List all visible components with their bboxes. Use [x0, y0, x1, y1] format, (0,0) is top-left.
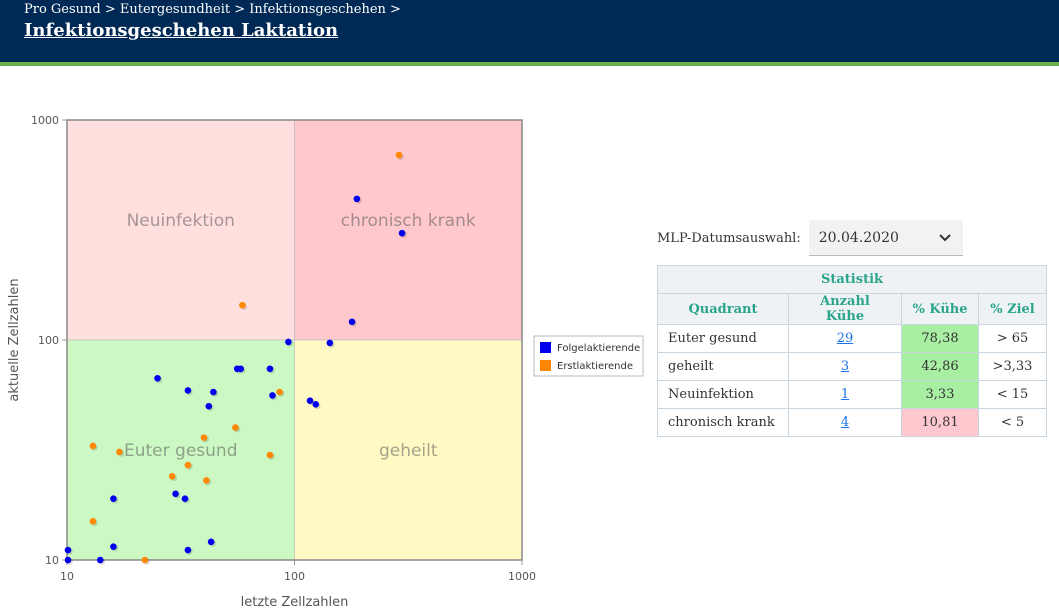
data-point	[154, 374, 161, 382]
data-point	[306, 397, 314, 404]
legend	[533, 335, 644, 377]
data-point	[276, 388, 283, 396]
header: Pro Gesund > Eutergesundheit > Infektion…	[0, 0, 1059, 66]
data-point	[395, 151, 403, 159]
y-tick-label: 100	[38, 334, 59, 347]
data-point	[184, 387, 192, 394]
target-cell: < 5	[978, 408, 1047, 437]
col-quadrant: Quadrant	[657, 293, 789, 325]
table-row: Euter gesund 29 78,38 > 65	[657, 324, 1047, 353]
x-tick-label: 1000	[508, 570, 536, 583]
data-point	[168, 473, 176, 480]
scatter-chart: Neuinfektion chronisch krank Euter gesund g…	[7, 114, 644, 610]
chevron-down-icon	[939, 230, 951, 246]
legend-label: Folgelaktierende	[557, 343, 640, 354]
page-title: Infektionsgeschehen Laktation	[24, 20, 339, 41]
target-cell: < 15	[978, 380, 1047, 409]
x-tick-label: 10	[60, 570, 74, 583]
data-point	[184, 461, 192, 469]
breadcrumb: Pro Gesund > Eutergesundheit > Infektion…	[24, 2, 401, 17]
quadrant-label: geheilt	[379, 441, 438, 461]
data-point	[285, 338, 292, 346]
data-point	[232, 424, 239, 431]
data-point	[269, 392, 276, 399]
data-point	[96, 556, 104, 564]
quadrant-cell: geheilt	[657, 352, 789, 381]
data-point	[266, 365, 274, 373]
quadrant-area	[66, 119, 295, 341]
data-point	[353, 195, 361, 203]
table-row: geheilt 3 42,86 >3,33	[657, 352, 1047, 381]
count-link[interactable]: 29	[836, 331, 854, 346]
table-title: Statistik	[657, 265, 1047, 294]
data-point	[239, 301, 246, 309]
legend-label: Erstlaktierende	[557, 361, 633, 372]
percent-cell: 42,86	[901, 352, 979, 381]
quadrant-label: chronisch krank	[341, 211, 476, 231]
x-tick-label: 100	[284, 570, 305, 583]
target-cell: >3,33	[978, 352, 1047, 381]
data-point	[200, 434, 208, 441]
percent-cell: 78,38	[901, 324, 979, 353]
x-axis-label: letzte Zellzahlen	[241, 595, 349, 610]
date-control: MLP-Datumsauswahl: 20.04.2020	[657, 220, 963, 256]
quadrant-cell: chronisch krank	[657, 408, 789, 437]
date-value: 20.04.2020	[818, 229, 899, 246]
data-point	[205, 402, 213, 410]
count-link[interactable]: 4	[840, 415, 850, 430]
y-tick-label: 10	[45, 554, 59, 567]
quadrant-cell: Neuinfektion	[657, 380, 789, 409]
legend-swatch	[540, 360, 551, 371]
data-point	[116, 448, 123, 456]
data-point	[312, 401, 320, 408]
legend-swatch	[540, 342, 551, 353]
data-point	[110, 543, 117, 550]
y-axis-label: aktuelle Zellzahlen	[7, 278, 22, 401]
quadrant-cell: Euter gesund	[657, 324, 789, 353]
data-point	[210, 388, 217, 396]
count-link[interactable]: 3	[840, 359, 850, 374]
data-point	[326, 339, 334, 347]
quadrant-area	[66, 339, 295, 561]
data-point	[172, 490, 179, 498]
data-point	[64, 556, 72, 564]
count-link[interactable]: 1	[840, 387, 850, 402]
data-point	[203, 477, 210, 484]
percent-cell: 10,81	[901, 408, 979, 437]
data-point	[89, 517, 97, 525]
y-tick-label: 1000	[31, 114, 59, 127]
col-target: % Ziel	[978, 293, 1047, 325]
data-point	[237, 365, 244, 373]
data-point	[89, 442, 97, 450]
col-percent: % Kühe	[901, 293, 979, 325]
quadrant-area	[294, 339, 523, 561]
breadcrumb-pro-gesund[interactable]: Pro Gesund >	[24, 2, 116, 17]
table-row: Neuinfektion 1 3,33 < 15	[657, 380, 1047, 409]
breadcrumb-eutergesundheit[interactable]: Eutergesundheit >	[119, 2, 246, 17]
target-cell: > 65	[978, 324, 1047, 353]
table-row: chronisch krank 4 10,81 < 5	[657, 408, 1047, 437]
data-point	[181, 495, 189, 502]
quadrant-label: Euter gesund	[124, 441, 237, 461]
data-point	[398, 229, 406, 237]
data-point	[266, 451, 274, 459]
data-point	[141, 556, 149, 564]
statistics-table: Statistik Quadrant Anzahl Kühe % Kühe % …	[657, 265, 1047, 437]
breadcrumb-infektionsgeschehen[interactable]: Infektionsgeschehen >	[249, 2, 401, 17]
date-label: MLP-Datumsauswahl:	[657, 230, 801, 246]
col-count: Anzahl Kühe	[788, 293, 902, 325]
percent-cell: 3,33	[901, 380, 979, 409]
quadrant-area	[294, 119, 523, 341]
data-point	[184, 546, 192, 554]
data-point	[110, 495, 117, 502]
data-point	[64, 546, 72, 554]
date-select[interactable]: 20.04.2020	[808, 220, 963, 256]
data-point	[348, 318, 356, 326]
quadrant-label: Neuinfektion	[127, 211, 235, 231]
data-point	[207, 538, 215, 546]
